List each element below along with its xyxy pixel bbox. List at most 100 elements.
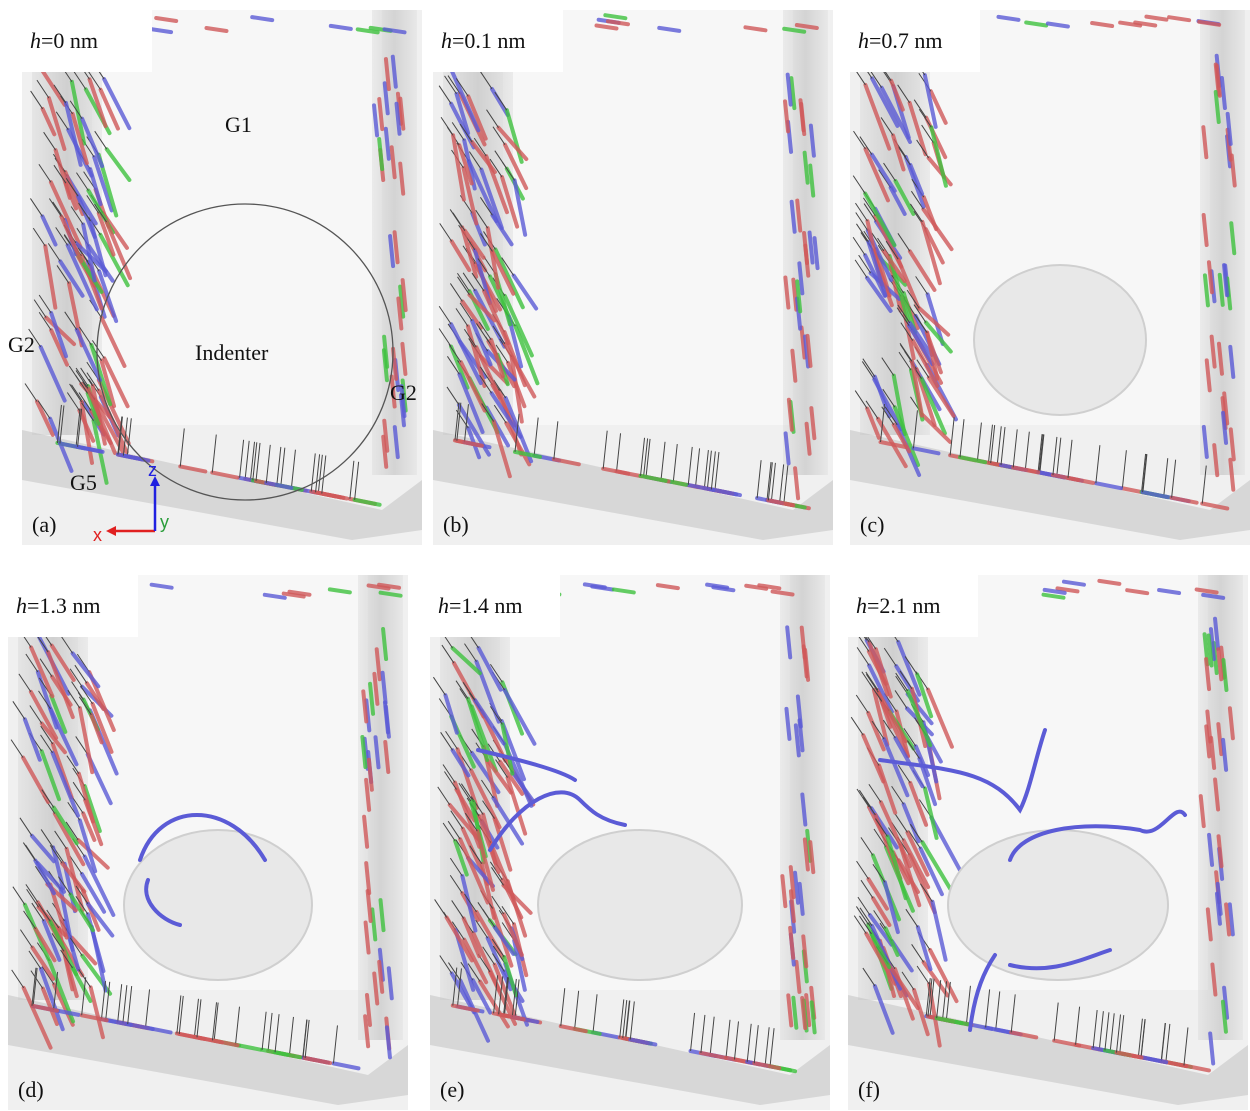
dislocation — [381, 627, 389, 662]
burgers-vector — [235, 1006, 240, 1045]
dislocation — [377, 137, 385, 172]
burgers-vector — [914, 314, 928, 334]
dislocation — [791, 995, 799, 1030]
dislocation — [476, 646, 503, 692]
dislocation — [922, 73, 938, 129]
dislocation — [76, 837, 110, 870]
dislocation — [901, 838, 931, 890]
dislocation — [795, 279, 803, 314]
burgers-vector — [40, 829, 54, 848]
depth-value: =2.1 nm — [867, 593, 941, 618]
dislocation — [1213, 616, 1221, 651]
dislocation — [210, 1038, 240, 1048]
burgers-vector — [78, 392, 92, 411]
dislocation — [863, 82, 892, 151]
burgers-vector — [1104, 1012, 1110, 1051]
burgers-vector — [1000, 426, 1006, 466]
burgers-vector — [40, 734, 53, 754]
burgers-vector — [49, 844, 63, 864]
burgers-vector — [1183, 1027, 1189, 1066]
burgers-vector — [30, 90, 44, 110]
burgers-vector — [1140, 1019, 1146, 1058]
dislocation — [70, 966, 93, 1003]
dislocation — [788, 925, 796, 960]
dislocation — [48, 706, 79, 767]
dislocation — [450, 1003, 480, 1013]
depth-value: =1.3 nm — [27, 593, 101, 618]
dislocation — [907, 249, 937, 292]
dislocation — [861, 733, 886, 784]
burgers-vector — [439, 223, 453, 242]
panel: h=0.1 nm (b) — [433, 10, 833, 545]
burgers-vector — [451, 900, 465, 919]
dislocation — [929, 815, 963, 873]
burgers-vector — [1165, 1023, 1171, 1062]
dislocation — [364, 992, 372, 1027]
dislocation — [1055, 586, 1080, 594]
dislocation — [511, 273, 539, 311]
dislocation — [910, 359, 925, 418]
burgers-vector — [29, 705, 43, 724]
dislocation — [458, 360, 487, 413]
dislocation — [1009, 1030, 1039, 1040]
burgers-vector — [898, 146, 911, 166]
dislocation — [889, 78, 905, 112]
dislocation — [378, 590, 403, 598]
burgers-vector — [38, 163, 52, 183]
dislocation — [770, 589, 795, 597]
burgers-vector — [904, 656, 918, 675]
dislocation — [1133, 20, 1158, 28]
dislocation — [788, 865, 796, 900]
burgers-vector — [916, 139, 930, 159]
burgers-vector — [859, 915, 872, 935]
dislocation — [905, 830, 930, 877]
dislocation — [919, 376, 947, 436]
burgers-vector — [767, 462, 773, 501]
dislocation — [1207, 832, 1215, 867]
dislocation — [803, 243, 811, 278]
burgers-vector — [949, 417, 955, 456]
dislocation — [923, 320, 953, 354]
dislocation — [52, 811, 86, 867]
burgers-vector — [267, 1012, 273, 1051]
dislocation — [98, 87, 120, 131]
burgers-vector — [770, 462, 776, 501]
dislocation — [59, 214, 84, 264]
dislocation — [1215, 881, 1223, 916]
dislocation — [802, 837, 810, 872]
dislocation — [319, 491, 349, 501]
dislocation — [60, 861, 87, 894]
burgers-vector — [863, 203, 877, 222]
burgers-vector — [475, 209, 489, 229]
dislocation — [1212, 443, 1220, 478]
burgers-vector — [462, 272, 476, 292]
dislocation — [149, 27, 174, 35]
burgers-vector — [769, 1028, 775, 1067]
burgers-vector — [75, 370, 89, 389]
dislocation — [908, 781, 929, 827]
burgers-vector — [1092, 1009, 1098, 1049]
dislocation — [49, 643, 76, 682]
burgers-vector — [865, 673, 879, 693]
dislocation — [1204, 657, 1212, 692]
burgers-vector — [856, 860, 869, 880]
dislocation — [287, 589, 312, 597]
dislocation — [785, 625, 793, 660]
burgers-vector — [897, 764, 911, 784]
burgers-vector — [239, 439, 245, 478]
burgers-vector — [1038, 434, 1044, 473]
dislocation — [63, 181, 79, 211]
dislocation — [29, 833, 56, 864]
burgers-vector — [920, 883, 933, 903]
dislocation — [28, 689, 59, 740]
dislocation — [1216, 341, 1224, 376]
dislocation — [800, 996, 808, 1031]
dislocation — [1220, 999, 1228, 1034]
dislocation — [871, 896, 892, 928]
dislocation — [92, 155, 114, 213]
burgers-vector — [501, 257, 515, 276]
burgers-vector — [855, 694, 869, 714]
burgers-vector — [70, 206, 84, 225]
dislocation — [794, 959, 802, 994]
burgers-vector — [79, 326, 92, 346]
